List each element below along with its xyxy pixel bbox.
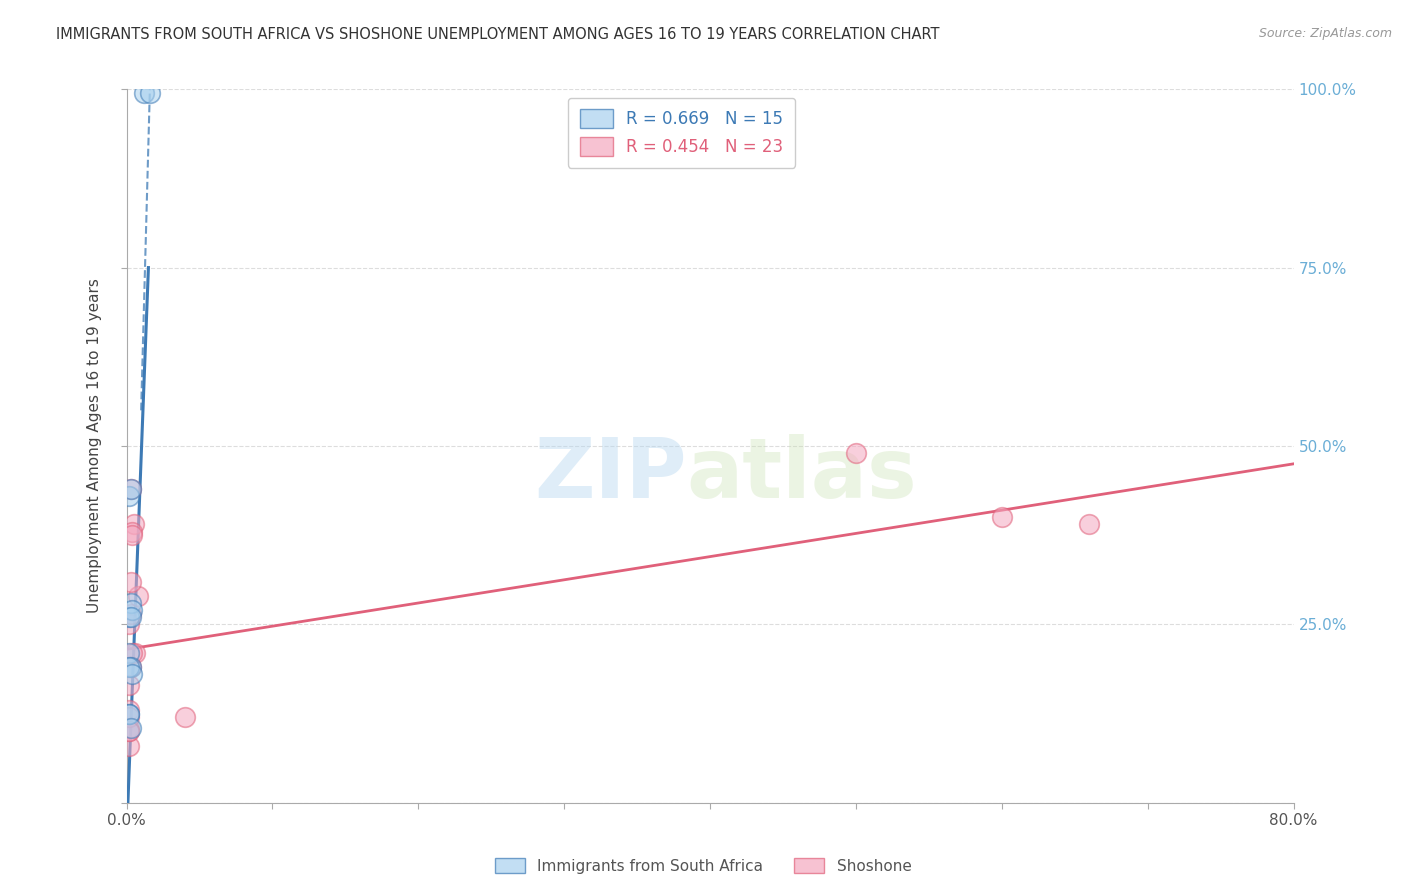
- Y-axis label: Unemployment Among Ages 16 to 19 years: Unemployment Among Ages 16 to 19 years: [87, 278, 103, 614]
- Point: [120, 660, 142, 674]
- Point: [118, 721, 141, 735]
- Point: [118, 739, 141, 753]
- Point: [132, 86, 155, 100]
- Point: [118, 710, 141, 724]
- Point: [118, 703, 141, 717]
- Point: [121, 603, 143, 617]
- Point: [139, 86, 162, 100]
- Point: [118, 610, 141, 624]
- Point: [127, 589, 149, 603]
- Point: [118, 678, 141, 692]
- Point: [174, 710, 197, 724]
- Point: [118, 489, 141, 503]
- Point: [118, 646, 141, 660]
- Point: [118, 660, 141, 674]
- Point: [120, 482, 142, 496]
- Point: [990, 510, 1012, 524]
- Text: ZIP: ZIP: [534, 434, 686, 515]
- Point: [121, 646, 143, 660]
- Text: Source: ZipAtlas.com: Source: ZipAtlas.com: [1258, 27, 1392, 40]
- Point: [121, 524, 143, 539]
- Point: [124, 646, 146, 660]
- Text: atlas: atlas: [686, 434, 918, 515]
- Point: [1078, 517, 1101, 532]
- Text: IMMIGRANTS FROM SOUTH AFRICA VS SHOSHONE UNEMPLOYMENT AMONG AGES 16 TO 19 YEARS : IMMIGRANTS FROM SOUTH AFRICA VS SHOSHONE…: [56, 27, 939, 42]
- Point: [121, 667, 143, 681]
- Point: [122, 517, 145, 532]
- Point: [118, 724, 141, 739]
- Point: [118, 724, 141, 739]
- Legend: Immigrants from South Africa, Shoshone: Immigrants from South Africa, Shoshone: [488, 852, 918, 880]
- Point: [845, 446, 868, 460]
- Point: [118, 706, 141, 721]
- Point: [120, 596, 142, 610]
- Point: [120, 482, 142, 496]
- Point: [120, 610, 142, 624]
- Point: [120, 607, 142, 621]
- Legend: R = 0.669   N = 15, R = 0.454   N = 23: R = 0.669 N = 15, R = 0.454 N = 23: [568, 97, 794, 168]
- Point: [118, 617, 141, 632]
- Point: [120, 721, 142, 735]
- Point: [118, 706, 141, 721]
- Point: [120, 574, 142, 589]
- Point: [121, 528, 143, 542]
- Point: [120, 660, 142, 674]
